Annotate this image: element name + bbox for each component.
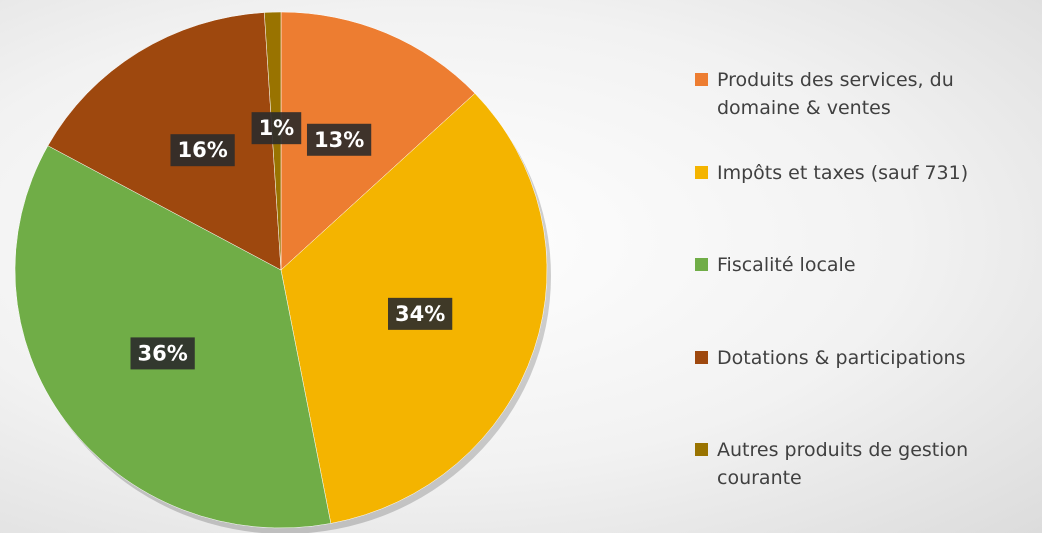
legend-item: Fiscalité locale bbox=[695, 251, 1035, 279]
data-label: 34% bbox=[388, 297, 453, 330]
data-label-text: 13% bbox=[314, 128, 364, 152]
legend-item: Produits des services, du domaine & vent… bbox=[695, 66, 1035, 122]
legend-swatch bbox=[695, 165, 708, 179]
data-label-text: 36% bbox=[138, 341, 188, 365]
data-label-box bbox=[130, 337, 195, 370]
data-label: 13% bbox=[306, 123, 372, 156]
legend-swatch bbox=[695, 350, 708, 364]
data-label: 36% bbox=[130, 337, 195, 370]
legend-label: Dotations & participations bbox=[717, 346, 966, 369]
legend-item: Autres produits de gestion courante bbox=[695, 436, 1035, 492]
pie-slice bbox=[280, 11, 476, 271]
data-label-text: 16% bbox=[177, 138, 227, 162]
data-label-box bbox=[251, 112, 302, 145]
legend-label: Autres produits de gestion courante bbox=[717, 439, 969, 489]
data-label-box bbox=[170, 134, 235, 167]
data-label: 16% bbox=[170, 134, 235, 167]
legend-label: Produits des services, du domaine & vent… bbox=[717, 69, 954, 119]
data-label-text: 1% bbox=[259, 116, 295, 140]
legend-swatch bbox=[695, 443, 708, 456]
legend-swatch bbox=[695, 258, 708, 271]
legend-label: Fiscalité locale bbox=[717, 254, 856, 276]
legend-item: Impôts et taxes (sauf 731) bbox=[695, 159, 1035, 187]
pie-slice bbox=[14, 145, 332, 529]
data-label-text: 34% bbox=[395, 302, 445, 326]
data-label-box bbox=[306, 123, 372, 156]
legend-swatch bbox=[695, 73, 708, 86]
pie-slice bbox=[47, 12, 282, 271]
legend-label: Impôts et taxes (sauf 731) bbox=[717, 161, 969, 184]
data-label-box bbox=[388, 297, 453, 330]
data-label: 1% bbox=[251, 112, 302, 145]
legend-item: Dotations & participations bbox=[695, 344, 1035, 372]
